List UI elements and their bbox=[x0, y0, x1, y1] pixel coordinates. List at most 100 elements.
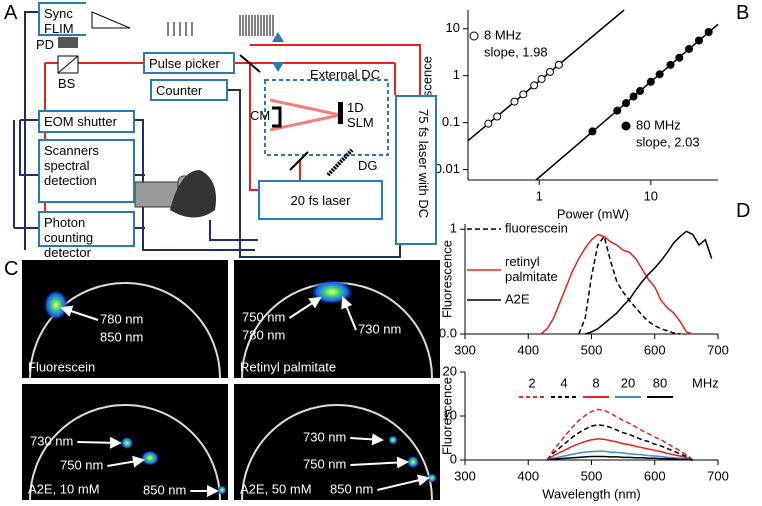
data-point bbox=[636, 87, 645, 96]
arrow bbox=[350, 456, 409, 469]
legend-label: 4 bbox=[560, 375, 567, 390]
y-axis-label: Fluorescence bbox=[439, 240, 454, 318]
laser75-box: 75 fs laser with DC bbox=[395, 95, 437, 245]
x-tick-label: 10 bbox=[644, 188, 658, 203]
series-line bbox=[546, 408, 694, 461]
y-tick-label: 1 bbox=[453, 67, 460, 82]
image-label: 750 nm bbox=[303, 456, 346, 471]
image-label: 780 nm bbox=[242, 327, 285, 342]
legend-marker bbox=[469, 31, 479, 41]
x-tick-label: 700 bbox=[707, 342, 729, 357]
y-tick-label: 0.01 bbox=[435, 161, 460, 176]
y-axis-label: Fluorescence bbox=[439, 377, 454, 455]
image-label: 780 nm bbox=[100, 311, 143, 326]
data-point bbox=[546, 67, 555, 76]
x-tick-label: 300 bbox=[454, 468, 476, 483]
y-tick-label: 10 bbox=[446, 20, 460, 35]
data-point bbox=[704, 28, 713, 37]
image-label: 730 nm bbox=[30, 433, 73, 448]
panel-label: A bbox=[4, 2, 18, 24]
image-label: 850 nm bbox=[100, 329, 143, 344]
image-label: 850 nm bbox=[143, 482, 186, 497]
data-point bbox=[675, 53, 684, 62]
data-point bbox=[685, 44, 694, 53]
image-label: 750 nm bbox=[60, 457, 103, 472]
data-point bbox=[554, 60, 563, 69]
series-line bbox=[546, 424, 694, 461]
data-point bbox=[484, 119, 493, 128]
data-point bbox=[493, 112, 502, 121]
series-line bbox=[578, 234, 681, 335]
y-tick-label: 0 bbox=[450, 451, 457, 466]
legend-label: 80 bbox=[653, 375, 667, 390]
sync-flim-box: Sync FLIM bbox=[38, 2, 86, 36]
micrograph: 730 nm 750 nm 850 nm A2E, 50 mM bbox=[234, 384, 440, 501]
legend-label: 8 MHz bbox=[484, 27, 522, 42]
y-tick-label: 0.1 bbox=[442, 114, 460, 129]
arrow bbox=[77, 436, 122, 449]
y-tick-label: 10 bbox=[443, 407, 457, 422]
fov-arc bbox=[29, 282, 221, 379]
micrograph: 750 nm 780 nm 730 nm Retinyl palmitate bbox=[234, 260, 440, 379]
arrow bbox=[377, 474, 430, 491]
image-caption: A2E, 10 mM bbox=[28, 481, 100, 496]
data-point bbox=[666, 60, 675, 69]
x-tick-label: 600 bbox=[644, 342, 666, 357]
panel-label: C bbox=[4, 258, 19, 280]
arrow bbox=[350, 433, 384, 446]
optics bbox=[57, 11, 354, 218]
legend-label: 2 bbox=[528, 375, 535, 390]
fluorescence-spot bbox=[120, 436, 134, 450]
x-tick-label: 700 bbox=[707, 468, 729, 483]
fluorescence-spot bbox=[217, 485, 227, 495]
data-point bbox=[588, 127, 597, 136]
image-label: 850 nm bbox=[330, 481, 373, 496]
annotation: slope, 2.03 bbox=[636, 134, 700, 149]
x-tick-label: 400 bbox=[517, 468, 539, 483]
x-tick-label: 500 bbox=[581, 342, 603, 357]
legend-unit: MHz bbox=[692, 375, 719, 390]
x-axis-label: Power (mW) bbox=[557, 206, 629, 221]
panel-label: D bbox=[736, 200, 751, 222]
x-tick-label: 500 bbox=[581, 468, 603, 483]
y-tick-label: 20 bbox=[443, 363, 457, 378]
legend-marker bbox=[621, 121, 631, 131]
series-line bbox=[547, 455, 693, 461]
image-label: 730 nm bbox=[358, 321, 401, 336]
y-tick-label: 0.0 bbox=[439, 325, 457, 340]
data-point bbox=[646, 77, 655, 86]
fluorescence-spot bbox=[43, 289, 69, 321]
legend-label: 80 MHz bbox=[636, 117, 681, 132]
label-cm: CM bbox=[250, 108, 271, 123]
x-axis-label: Wavelength (nm) bbox=[542, 486, 641, 501]
data-point bbox=[510, 97, 519, 106]
data-point bbox=[519, 90, 528, 99]
arrow bbox=[341, 296, 357, 331]
x-tick-label: 1 bbox=[536, 188, 543, 203]
data-point bbox=[629, 92, 638, 101]
annotation: slope, 1.98 bbox=[484, 44, 548, 59]
label-external-dc: External DC bbox=[310, 67, 381, 82]
label-slm: 1D SLM bbox=[347, 100, 374, 130]
fluorescence-spot bbox=[140, 450, 160, 466]
fov-arc bbox=[241, 404, 433, 501]
micrograph: 780 nm 850 nm Fluorescein bbox=[22, 260, 228, 379]
data-point bbox=[613, 106, 622, 115]
series-line bbox=[546, 438, 693, 461]
fov-arc bbox=[29, 404, 221, 501]
fluorescence-spot bbox=[406, 455, 420, 469]
label-bs: BS bbox=[58, 76, 76, 91]
scanners-box: Scanners spectral detection bbox=[38, 139, 135, 203]
counter-box: Counter bbox=[150, 79, 228, 101]
data-point bbox=[655, 70, 664, 79]
series-line bbox=[584, 230, 713, 335]
label-dg: DG bbox=[358, 158, 378, 173]
data-point bbox=[537, 74, 546, 83]
image-label: 730 nm bbox=[303, 429, 346, 444]
fluorescence-spot bbox=[388, 435, 398, 445]
pulse-picker-box: Pulse picker bbox=[143, 52, 235, 74]
arrow bbox=[107, 455, 145, 468]
arrow bbox=[60, 305, 99, 321]
